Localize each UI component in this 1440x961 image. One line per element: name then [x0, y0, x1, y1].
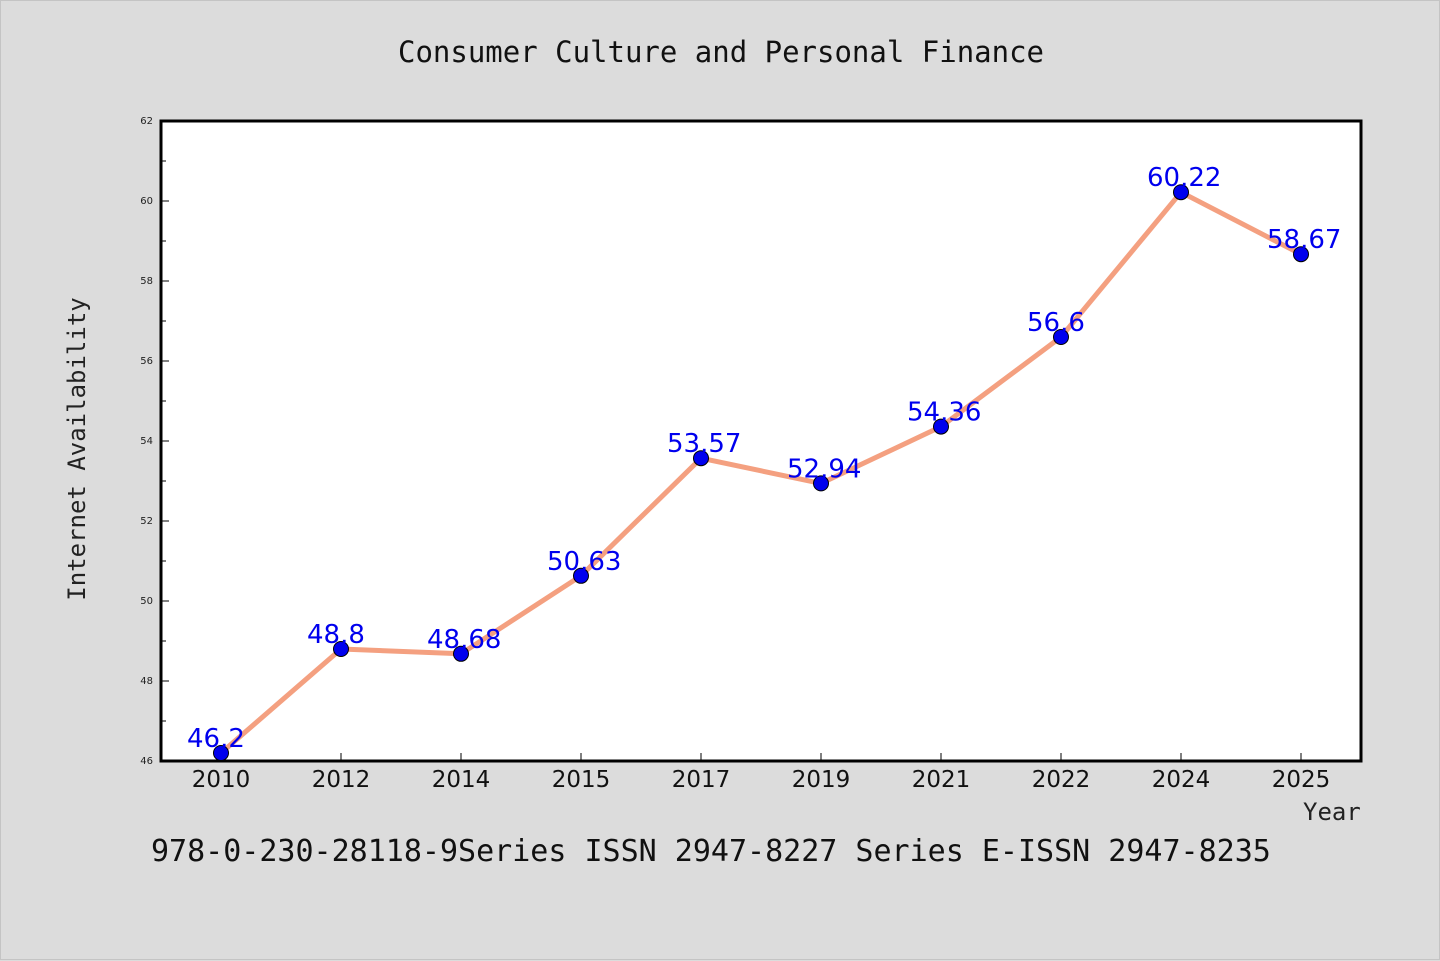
data-point: [453, 645, 469, 662]
x-tick-label: 2015: [552, 767, 611, 793]
data-label: 52.94: [787, 454, 861, 484]
x-tick-label: 2017: [672, 767, 731, 793]
data-label: 48.8: [307, 620, 365, 650]
data-point: [1293, 246, 1309, 263]
x-tick-label: 2024: [1152, 767, 1211, 793]
x-tick-label: 2025: [1272, 767, 1331, 793]
data-point: [213, 745, 229, 761]
x-tick-label: 2014: [432, 767, 491, 793]
series-line: [218, 189, 1304, 756]
x-tick-label: 2012: [312, 767, 371, 793]
data-point: [573, 567, 589, 584]
data-label: 48.68: [427, 625, 501, 655]
data-label: 53.57: [667, 429, 741, 459]
data-label: 58.67: [1267, 225, 1341, 255]
data-label: 50.63: [547, 547, 621, 577]
x-tick-label: 2019: [792, 767, 851, 793]
y-tick-label: 56: [140, 356, 153, 367]
data-point: [333, 641, 349, 657]
x-tick-label: 2010: [192, 767, 251, 793]
data-point: [1053, 329, 1069, 345]
y-tick-label: 58: [140, 276, 153, 287]
y-tick-label: 60: [140, 196, 153, 207]
plot-frame: [159, 119, 1363, 763]
x-tick-label: 2021: [912, 767, 971, 793]
data-label: 54.36: [907, 398, 981, 428]
y-tick-label: 46: [140, 756, 153, 767]
y-tick-label: 62: [140, 116, 153, 127]
data-point: [813, 475, 829, 492]
data-point: [693, 450, 709, 467]
data-label: 60.22: [1147, 163, 1221, 193]
data-label: 46.2: [187, 724, 245, 754]
x-axis-label: Year: [1303, 798, 1361, 826]
y-tick-label: 50: [140, 596, 153, 607]
y-tick-label: 54: [140, 436, 153, 447]
data-label: 56.6: [1027, 308, 1085, 338]
data-point: [1173, 184, 1189, 201]
y-tick-label: 52: [140, 516, 153, 527]
chart-title: Consumer Culture and Personal Finance: [397, 35, 1044, 69]
y-tick-label: 48: [140, 676, 153, 687]
x-tick-label: 2022: [1032, 767, 1091, 793]
data-point: [933, 418, 949, 435]
plot-area: [161, 121, 1361, 761]
isbn-footer: 978-0-230-28118-9Series ISSN 2947-8227 S…: [151, 834, 1271, 869]
